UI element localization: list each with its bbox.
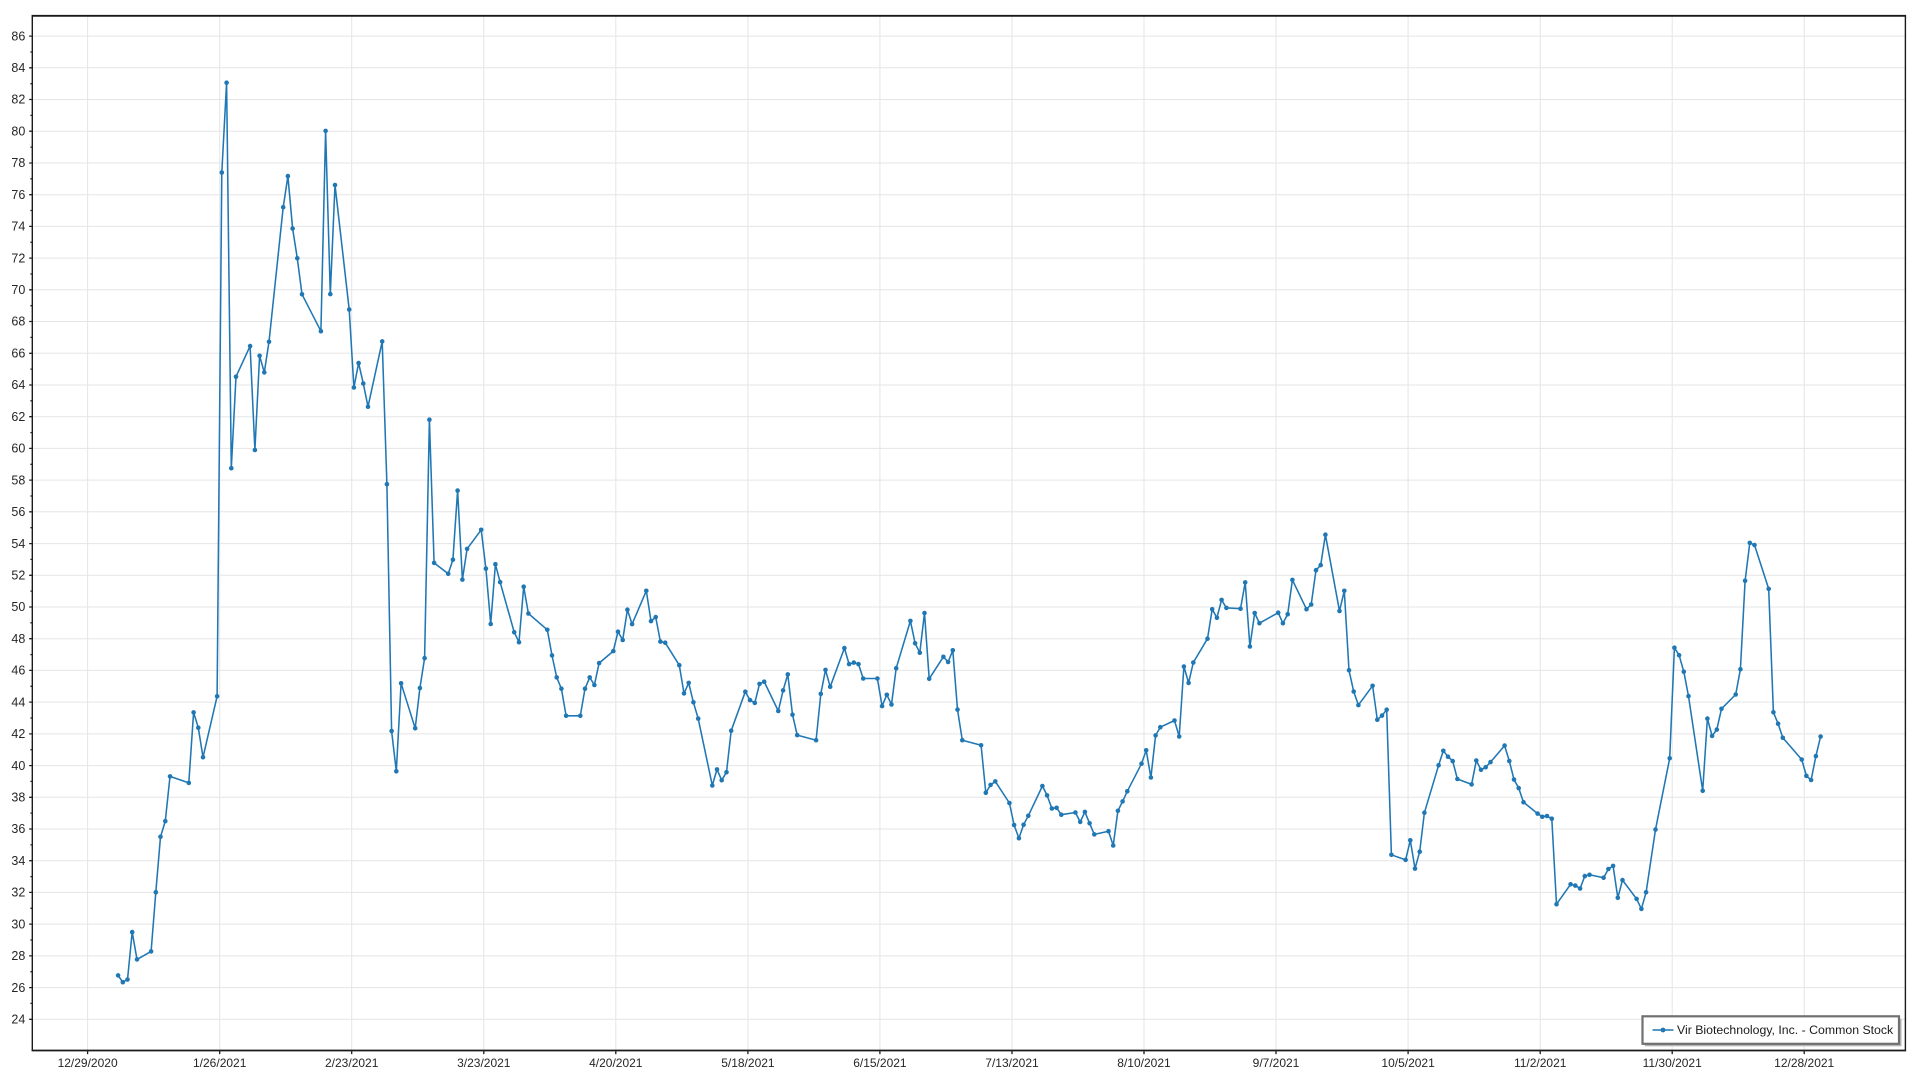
svg-text:68: 68 — [11, 315, 25, 329]
svg-text:28: 28 — [11, 949, 25, 963]
svg-text:11/30/2021: 11/30/2021 — [1643, 1056, 1702, 1070]
svg-text:24: 24 — [11, 1013, 25, 1027]
svg-text:76: 76 — [11, 188, 25, 202]
svg-text:86: 86 — [11, 29, 25, 43]
svg-text:40: 40 — [11, 759, 25, 773]
svg-text:54: 54 — [11, 537, 25, 551]
svg-text:70: 70 — [11, 283, 25, 297]
svg-text:11/2/2021: 11/2/2021 — [1514, 1056, 1567, 1070]
svg-text:58: 58 — [11, 473, 25, 487]
svg-text:36: 36 — [11, 822, 25, 836]
svg-text:38: 38 — [11, 791, 25, 805]
svg-text:48: 48 — [11, 632, 25, 646]
svg-text:10/5/2021: 10/5/2021 — [1381, 1056, 1435, 1070]
svg-text:3/23/2021: 3/23/2021 — [457, 1056, 511, 1070]
svg-text:Vir Biotechnology, Inc. - Comm: Vir Biotechnology, Inc. - Common Stock — [1677, 1023, 1894, 1037]
svg-text:8/10/2021: 8/10/2021 — [1117, 1056, 1171, 1070]
svg-text:44: 44 — [11, 695, 25, 709]
svg-text:74: 74 — [11, 220, 25, 234]
svg-text:26: 26 — [11, 981, 25, 995]
svg-text:78: 78 — [11, 156, 25, 170]
svg-text:72: 72 — [11, 251, 25, 265]
svg-text:64: 64 — [11, 378, 25, 392]
svg-text:12/29/2020: 12/29/2020 — [58, 1056, 118, 1070]
svg-text:2/23/2021: 2/23/2021 — [325, 1056, 379, 1070]
svg-text:34: 34 — [11, 854, 25, 868]
svg-text:7/13/2021: 7/13/2021 — [985, 1056, 1039, 1070]
svg-text:6/15/2021: 6/15/2021 — [853, 1056, 907, 1070]
svg-text:5/18/2021: 5/18/2021 — [721, 1056, 775, 1070]
svg-text:1/26/2021: 1/26/2021 — [193, 1056, 247, 1070]
svg-text:84: 84 — [11, 61, 25, 75]
svg-text:66: 66 — [11, 347, 25, 361]
svg-text:32: 32 — [11, 886, 25, 900]
svg-text:30: 30 — [11, 917, 25, 931]
svg-text:42: 42 — [11, 727, 25, 741]
svg-text:56: 56 — [11, 505, 25, 519]
svg-text:9/7/2021: 9/7/2021 — [1253, 1056, 1300, 1070]
svg-text:50: 50 — [11, 600, 25, 614]
svg-text:80: 80 — [11, 124, 25, 138]
svg-text:4/20/2021: 4/20/2021 — [589, 1056, 643, 1070]
svg-text:60: 60 — [11, 442, 25, 456]
svg-text:12/28/2021: 12/28/2021 — [1774, 1056, 1834, 1070]
svg-text:82: 82 — [11, 93, 25, 107]
svg-text:46: 46 — [11, 664, 25, 678]
svg-text:62: 62 — [11, 410, 25, 424]
svg-text:52: 52 — [11, 569, 25, 583]
